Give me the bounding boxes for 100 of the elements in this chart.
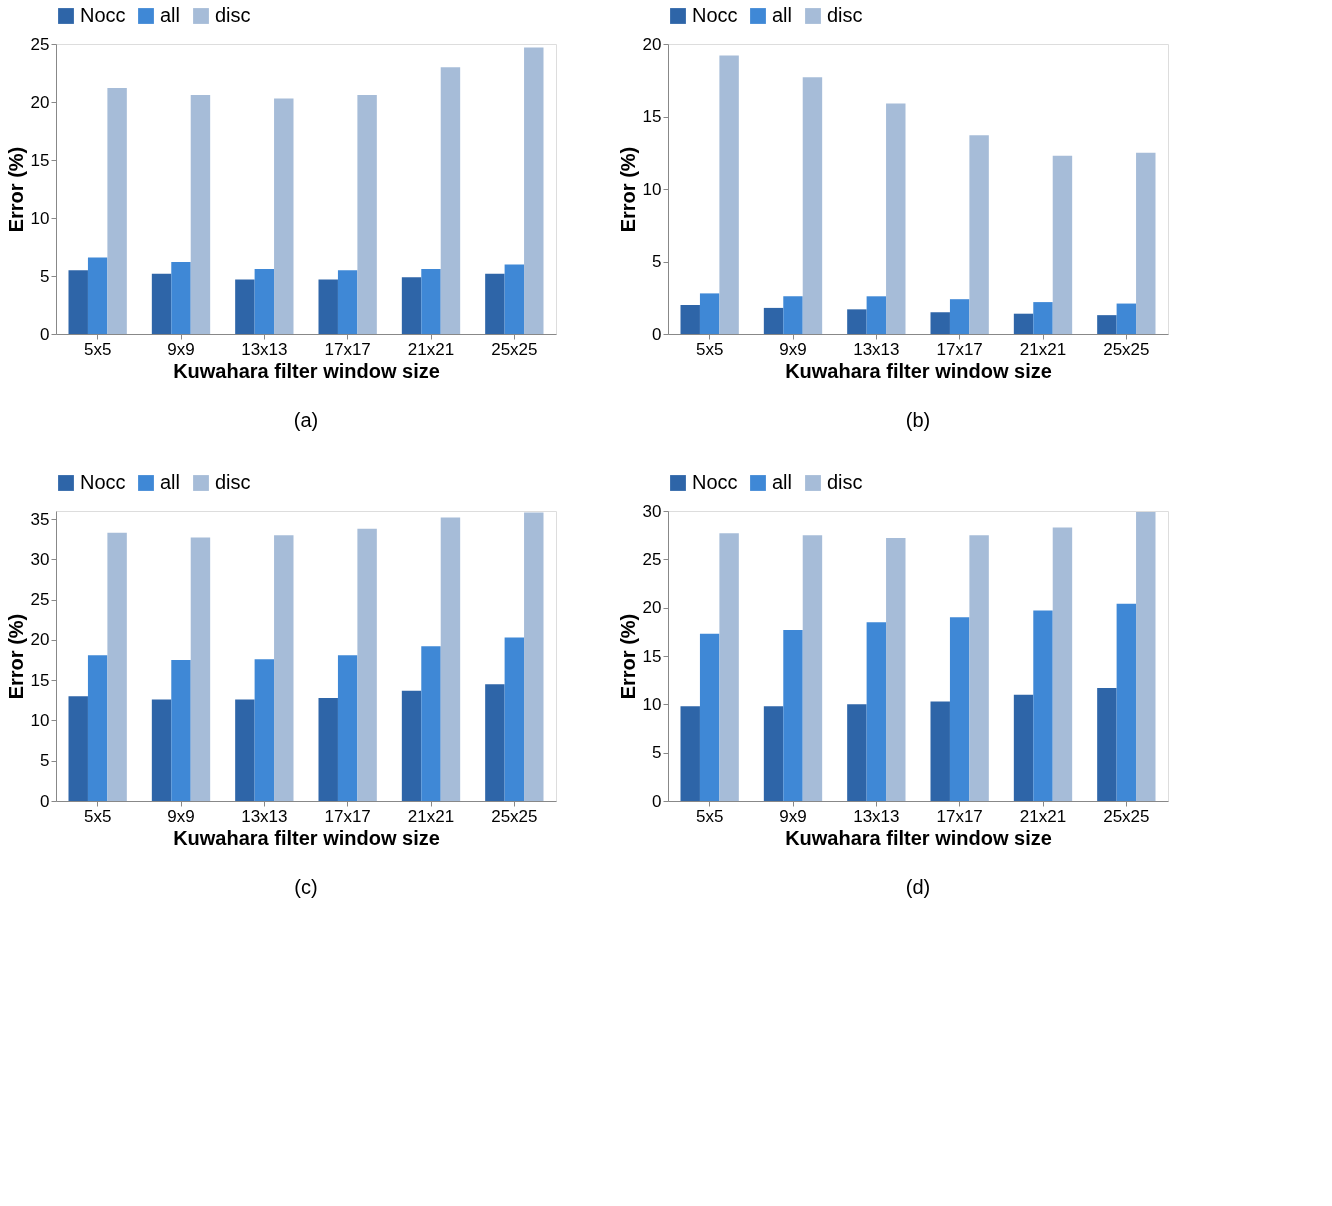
x-axis-title: Kuwahara filter window size — [785, 359, 1052, 382]
bar — [847, 704, 867, 801]
bar — [1013, 694, 1034, 801]
bar — [969, 135, 989, 334]
bar — [274, 535, 294, 801]
bar — [886, 103, 906, 334]
bar — [930, 701, 950, 801]
y-tick-label: 10 — [642, 694, 662, 714]
legend-label: disc — [827, 471, 863, 493]
bar — [401, 277, 422, 334]
x-tick-label: 9x9 — [167, 806, 195, 826]
y-tick-label: 20 — [642, 34, 662, 54]
x-axis-title: Kuwahara filter window size — [173, 359, 440, 382]
legend-label: Nocc — [692, 4, 738, 26]
bar — [1097, 315, 1117, 334]
bar — [171, 262, 191, 334]
bar — [504, 637, 525, 801]
bar — [504, 264, 525, 334]
x-tick-label: 21x21 — [407, 806, 455, 826]
bar — [524, 512, 544, 801]
x-tick-label: 21x21 — [1019, 339, 1067, 359]
legend-label: all — [772, 4, 793, 26]
bar — [68, 270, 88, 334]
bar — [1052, 155, 1073, 334]
x-tick-label: 9x9 — [779, 806, 807, 826]
bar — [1116, 303, 1137, 334]
x-axis-title: Kuwahara filter window size — [785, 826, 1052, 849]
y-tick-label: 35 — [30, 509, 50, 529]
bar — [485, 273, 505, 334]
x-tick-label: 13x13 — [853, 806, 900, 826]
y-tick-label: 15 — [642, 107, 662, 126]
bar — [866, 296, 887, 334]
x-tick-label: 9x9 — [779, 339, 807, 359]
legend-label: Nocc — [80, 4, 126, 26]
bar — [190, 95, 211, 334]
bar — [866, 622, 887, 801]
legend-label: Nocc — [80, 471, 126, 493]
bar — [1052, 527, 1073, 801]
x-tick-label: 5x5 — [83, 339, 112, 359]
x-tick-label: 17x17 — [324, 339, 371, 359]
bar — [87, 655, 108, 801]
y-tick-label: 0 — [652, 791, 662, 811]
x-tick-label: 17x17 — [324, 806, 371, 826]
x-tick-label: 5x5 — [695, 339, 724, 359]
bar — [235, 699, 255, 801]
y-tick-label: 5 — [652, 252, 662, 271]
bar — [783, 296, 803, 334]
y-axis-title: Error (%) — [616, 613, 639, 700]
bar — [949, 617, 970, 801]
y-tick-label: 10 — [30, 710, 50, 730]
bar — [68, 696, 88, 801]
y-tick-label: 30 — [642, 501, 662, 521]
legend-label: all — [772, 471, 793, 493]
bar — [171, 660, 191, 801]
bar — [318, 279, 338, 334]
x-tick-label: 13x13 — [241, 339, 288, 359]
y-axis-title: Error (%) — [4, 613, 27, 700]
bar — [337, 270, 358, 334]
y-tick-label: 25 — [30, 590, 50, 610]
y-axis-title: Error (%) — [616, 146, 639, 233]
bar — [357, 95, 377, 334]
y-axis-title: Error (%) — [4, 146, 27, 233]
bar — [1097, 687, 1117, 801]
bar — [337, 655, 358, 801]
bar — [719, 533, 739, 801]
y-tick-label: 30 — [30, 549, 50, 569]
text: (d) — [905, 876, 931, 898]
bar — [969, 535, 989, 801]
bar — [524, 47, 544, 334]
bar — [680, 305, 700, 334]
bar — [886, 538, 906, 801]
y-tick-label: 15 — [642, 646, 662, 666]
bar — [421, 269, 441, 334]
bar — [274, 98, 294, 334]
bar — [87, 257, 108, 334]
x-tick-label: 13x13 — [241, 806, 288, 826]
bar — [802, 535, 823, 801]
bar — [1013, 313, 1034, 334]
y-tick-label: 20 — [642, 598, 662, 618]
legend-label: disc — [215, 471, 251, 493]
text: (b) — [905, 409, 931, 431]
x-tick-label: 13x13 — [853, 339, 900, 359]
legend-label: all — [160, 471, 181, 493]
y-tick-label: 15 — [30, 670, 50, 690]
x-tick-label: 25x25 — [491, 339, 538, 359]
bar — [949, 299, 970, 334]
x-tick-label: 5x5 — [695, 806, 724, 826]
legend-label: disc — [827, 4, 863, 26]
x-tick-label: 17x17 — [936, 339, 983, 359]
y-tick-label: 20 — [30, 92, 50, 112]
y-tick-label: 5 — [40, 266, 50, 286]
y-tick-label: 5 — [652, 743, 662, 763]
x-tick-label: 25x25 — [1103, 339, 1150, 359]
bar — [1116, 603, 1137, 801]
y-tick-label: 5 — [40, 751, 50, 771]
bar — [680, 706, 700, 801]
bar — [151, 273, 172, 334]
x-tick-label: 17x17 — [936, 806, 983, 826]
bar — [1033, 610, 1053, 801]
x-tick-label: 5x5 — [83, 806, 112, 826]
